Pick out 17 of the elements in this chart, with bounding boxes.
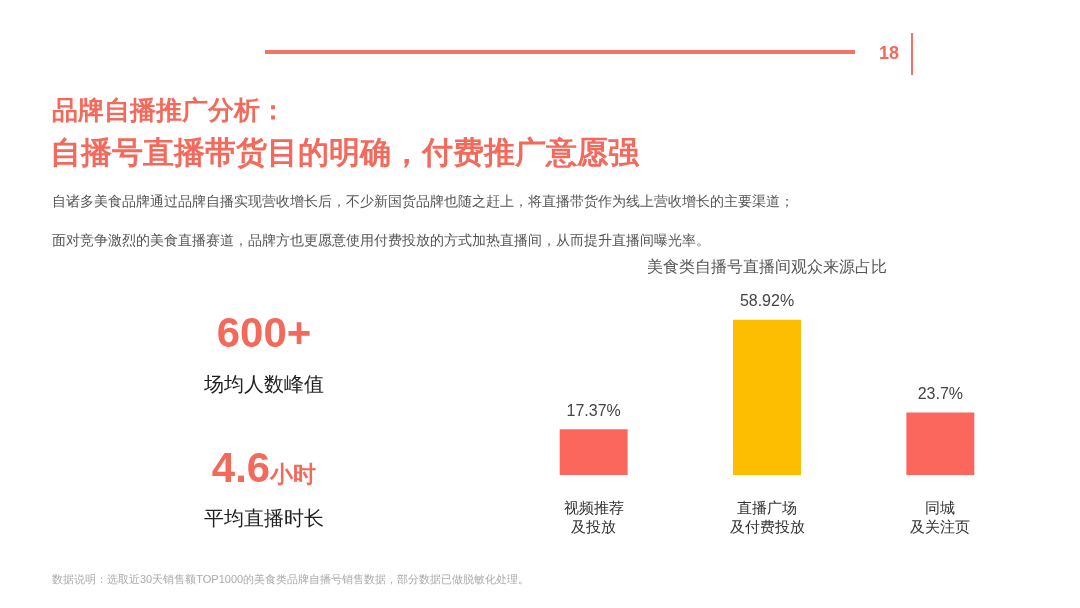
data-label: 23.7% bbox=[917, 385, 964, 402]
text: 自播号直播带货目的明确，付费推广意愿强 bbox=[50, 135, 639, 171]
x-tick-label: 视频推荐及投放 bbox=[563, 498, 624, 536]
text: 平均直播时长 bbox=[204, 507, 324, 529]
data-label: 58.92% bbox=[739, 292, 795, 310]
text: 数据说明：选取近30天销售额TOP1000的美食类品牌自播号销售数据，部分数据已做脱敏化处理。 bbox=[52, 573, 530, 586]
chart-title: 美食类自播号直播间观众来源占比 bbox=[647, 258, 887, 275]
text: 场均人数峰值 bbox=[204, 373, 324, 395]
text: 面对竞争激烈的美食直播赛道，品牌方也更愿意使用付费投放的方式加热直播间，从而提升直播间曝光率。 bbox=[52, 233, 710, 249]
x-tick-label: 同城及关注页 bbox=[910, 498, 971, 536]
data-label: 17.37% bbox=[566, 401, 621, 419]
x-tick-label: 直播广场及付费投放 bbox=[729, 498, 805, 536]
text: 4.6小时 bbox=[211, 444, 317, 491]
text: 自诸多美食品牌通过品牌自播实现营收增长后，不少新国货品牌也随之赶上，将直播带货作为线上营收增长的主要渠道； bbox=[52, 194, 794, 210]
text: 600+ bbox=[216, 309, 312, 356]
text: 品牌自播推广分析： bbox=[52, 95, 286, 126]
text: 18 bbox=[879, 43, 900, 64]
